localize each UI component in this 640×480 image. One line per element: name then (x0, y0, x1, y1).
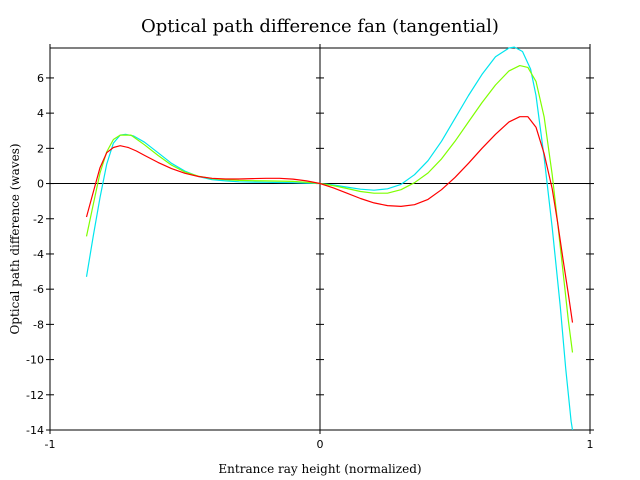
y-tick-label: -10 (26, 354, 44, 367)
y-tick-label: -12 (26, 389, 44, 402)
data-series (85, 46, 574, 431)
series-line-1 (85, 46, 574, 431)
y-axis-label: Optical path difference (waves) (8, 143, 22, 334)
x-axis-label: Entrance ray height (normalized) (218, 462, 421, 476)
series-line-3 (85, 116, 574, 323)
y-tick-label: 6 (37, 72, 44, 85)
series-line-2 (85, 64, 574, 353)
y-tick-label: -6 (33, 283, 44, 296)
y-tick-label: 0 (37, 178, 44, 191)
x-tick-label: -1 (45, 438, 56, 451)
y-tick-label: -8 (33, 318, 44, 331)
x-tick-label: 0 (317, 438, 324, 451)
y-tick-label: -4 (33, 248, 44, 261)
zero-lines (50, 48, 590, 430)
y-tick-label: 4 (37, 107, 44, 120)
y-tick-label: -2 (33, 213, 44, 226)
chart-title: Optical path difference fan (tangential) (141, 16, 499, 37)
y-tick-label: -14 (26, 424, 44, 437)
x-tick-label: 1 (587, 438, 594, 451)
y-tick-label: 2 (37, 142, 44, 155)
